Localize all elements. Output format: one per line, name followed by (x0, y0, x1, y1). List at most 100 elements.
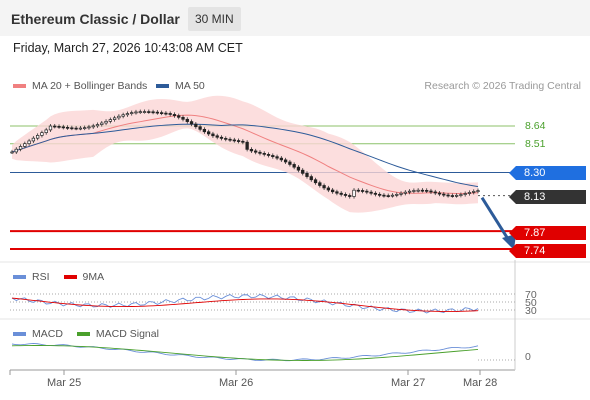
legend-macd: MACD MACD Signal (13, 328, 159, 340)
candle-body (382, 194, 386, 197)
candle-body (61, 126, 65, 129)
candle-body (378, 193, 382, 196)
candle-body (147, 111, 151, 113)
chart-title: Ethereum Classic / Dollar (11, 11, 180, 27)
bollinger-swatch (13, 84, 26, 88)
candle-body (159, 112, 164, 114)
candle-body (258, 151, 262, 154)
legend-rsi: RSI 9MA (13, 271, 104, 283)
candle-body (168, 113, 172, 115)
candle-body (104, 120, 108, 124)
ma50-line (11, 123, 479, 188)
candle-body (472, 191, 476, 193)
candle-body (459, 194, 463, 196)
candle-body (91, 125, 95, 128)
candle-body (74, 127, 78, 130)
candle-body (18, 146, 23, 150)
candle-body (467, 192, 472, 194)
candle-body (44, 129, 48, 134)
candle-body (151, 111, 155, 114)
candle-body (403, 191, 407, 194)
candle-body (292, 164, 296, 168)
candle-body (228, 138, 232, 141)
candle-body (301, 169, 305, 174)
candle-body (476, 190, 480, 192)
legend-ma50: MA 50 (156, 80, 205, 92)
candle-body (48, 125, 53, 131)
candle-body (348, 195, 352, 197)
legend-bollinger: MA 20 + Bollinger Bands (13, 80, 147, 92)
candle-body (70, 127, 74, 130)
candle-body (309, 176, 313, 181)
candle-body (271, 155, 275, 158)
candle-body (142, 111, 147, 113)
candle-body (373, 192, 378, 195)
candle-body (429, 190, 433, 193)
candle-body (112, 117, 117, 120)
candle-body (395, 193, 399, 196)
pivot-value: 8.30 (524, 167, 546, 179)
candle-body (65, 126, 70, 129)
candle-body (95, 124, 100, 127)
last-price-value: 8.13 (524, 191, 546, 203)
candle-body (254, 150, 258, 153)
candle-body (313, 179, 318, 184)
rsi-level-70: 70 (525, 289, 537, 301)
bollinger-band-fill (12, 95, 478, 213)
ma50-swatch (156, 84, 169, 88)
candle-body (279, 157, 283, 161)
timeframe-button[interactable]: 30 MIN (188, 7, 241, 31)
candle-body (232, 139, 236, 142)
candle-body (335, 191, 339, 194)
rsi-ma-line (11, 297, 479, 312)
candle-body (194, 123, 198, 128)
candle-body (262, 152, 266, 155)
resistance-label-2: 8.51 (525, 138, 546, 150)
x-tick-mar28: Mar 28 (463, 377, 498, 389)
candle-body (189, 121, 194, 125)
candle-body (202, 128, 207, 133)
candle-body (27, 140, 31, 145)
macd-signal-swatch (76, 332, 90, 336)
candle-body (138, 111, 142, 113)
candle-body (437, 192, 442, 195)
candle-body (172, 114, 177, 117)
candle-body (211, 133, 215, 137)
candle-body (420, 189, 425, 192)
candle-body (425, 190, 429, 192)
candle-body (198, 126, 202, 130)
candle-body (155, 111, 160, 114)
candle-body (296, 166, 301, 171)
candle-body (249, 149, 254, 152)
rsi-swatch (13, 275, 26, 279)
chart-datetime: Friday, March 27, 2026 10:43:08 AM CET (13, 41, 243, 55)
candle-body (322, 185, 326, 189)
macd-zero-level: 0 (525, 351, 531, 363)
candle-body (356, 189, 360, 192)
candle-body (369, 191, 373, 194)
candle-body (83, 127, 87, 129)
candle-body (245, 141, 249, 150)
candle-body (219, 136, 224, 139)
rsi-label: RSI (32, 271, 50, 283)
chart-header: Ethereum Classic / Dollar 30 MIN (0, 0, 590, 36)
ma50-label: MA 50 (175, 80, 205, 92)
candle-body (14, 148, 18, 153)
candle-body (442, 193, 446, 196)
rsi-ma-swatch (63, 275, 77, 279)
candle-body (181, 116, 185, 120)
candle-body (23, 143, 27, 147)
candle-body (450, 195, 454, 197)
candle-body (266, 154, 271, 156)
candle-body (121, 114, 125, 117)
candle-body (241, 140, 245, 143)
macd-signal-line (11, 345, 479, 361)
candle-body (326, 187, 331, 191)
candle-body (343, 194, 348, 196)
x-tick-mar27: Mar 27 (391, 377, 426, 389)
forecast-arrow-shaft (480, 196, 512, 244)
candle-body (185, 118, 189, 122)
candle-body (177, 115, 181, 118)
rsi-ma-label: 9MA (82, 271, 105, 283)
